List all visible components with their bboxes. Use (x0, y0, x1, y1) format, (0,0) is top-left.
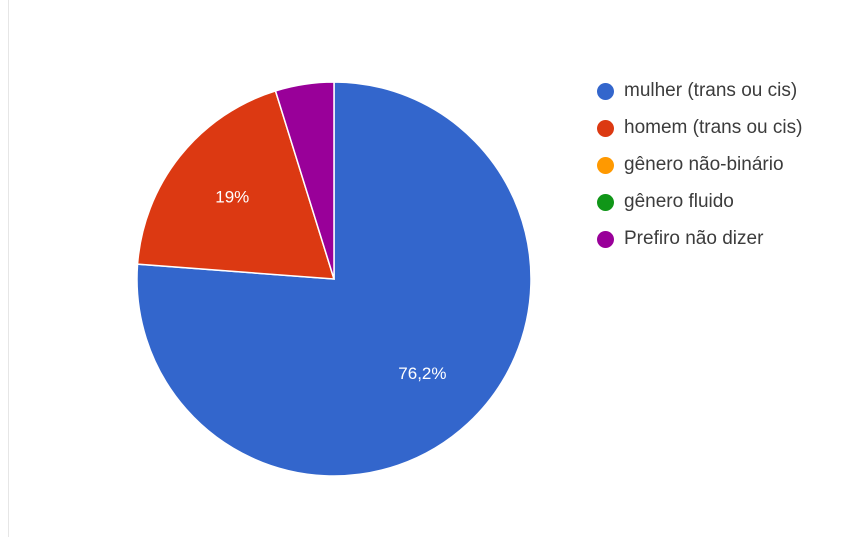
legend-label: homem (trans ou cis) (624, 117, 803, 138)
legend-label: gênero não-binário (624, 154, 784, 175)
left-divider (8, 0, 9, 537)
legend-item-genero-fluido: gênero fluido (597, 189, 802, 215)
legend-item-homem-trans-ou-cis: homem (trans ou cis) (597, 115, 802, 141)
pie-slice-mulher-trans-ou-cis (136, 81, 532, 477)
legend-item-genero-nao-binario: gênero não-binário (597, 152, 802, 178)
slice-label-mulher-trans-ou-cis: 76,2% (398, 364, 446, 383)
pie-slice-labels: 76,2% 19% (215, 188, 446, 383)
legend-label: Prefiro não dizer (624, 228, 764, 249)
legend-swatch-icon (597, 156, 614, 174)
legend-swatch-icon (597, 82, 614, 100)
legend-label: mulher (trans ou cis) (624, 80, 798, 101)
legend-swatch-icon (597, 119, 614, 137)
legend-swatch-icon (597, 193, 614, 211)
legend-item-mulher-trans-ou-cis: mulher (trans ou cis) (597, 78, 802, 104)
chart-legend: mulher (trans ou cis) homem (trans ou cis… (597, 78, 802, 252)
pie-slice-homem-trans-ou-cis (136, 89, 336, 280)
slice-label-homem-trans-ou-cis: 19% (215, 188, 249, 207)
pie-slice-prefiro-nao-dizer (274, 81, 335, 280)
pie-slices (136, 81, 532, 477)
legend-label: gênero fluido (624, 191, 734, 212)
legend-item-prefiro-nao-dizer: Prefiro não dizer (597, 226, 802, 252)
legend-swatch-icon (597, 230, 614, 248)
